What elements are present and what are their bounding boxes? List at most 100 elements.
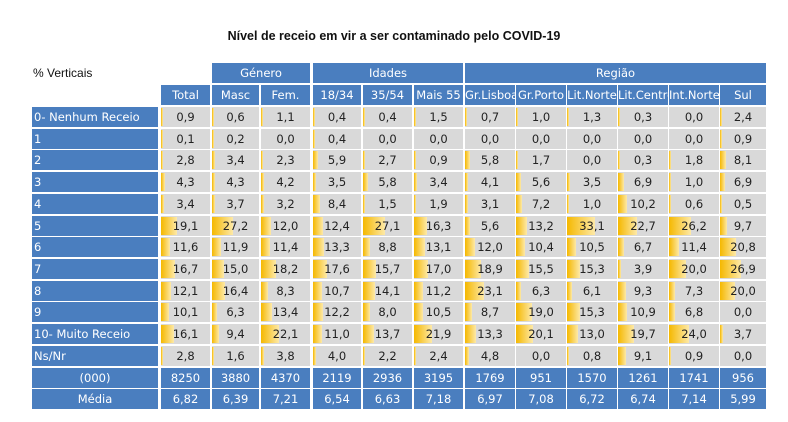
footer-cell: 6,63 xyxy=(363,389,412,409)
data-cell: 6,9 xyxy=(720,172,766,192)
data-bar xyxy=(516,195,522,213)
data-cell: 11,2 xyxy=(414,281,463,301)
data-cell: 10,4 xyxy=(516,237,566,257)
data-bar xyxy=(618,108,620,126)
footer-cell: 2936 xyxy=(363,368,412,388)
footer-cell: 3880 xyxy=(212,368,259,388)
data-bar xyxy=(618,303,628,321)
data-cell: 0,0 xyxy=(567,129,617,149)
data-bar xyxy=(212,195,215,213)
data-cell: 0,4 xyxy=(313,129,361,149)
data-bar xyxy=(313,195,320,213)
data-bar xyxy=(313,325,322,343)
data-cell: 19,1 xyxy=(161,216,210,236)
data-cell: 2,4 xyxy=(720,107,766,127)
data-bar xyxy=(261,325,280,343)
data-cell: 10,5 xyxy=(414,302,463,322)
data-cell: 0,0 xyxy=(363,129,412,149)
data-bar xyxy=(516,282,522,300)
data-bar xyxy=(363,260,376,278)
data-cell: 20,1 xyxy=(516,324,566,344)
data-cell: 12,2 xyxy=(313,302,361,322)
data-cell: 0,9 xyxy=(414,150,463,170)
data-bar xyxy=(161,173,165,191)
row-label: 8 xyxy=(32,281,158,301)
data-cell: 9,7 xyxy=(720,216,766,236)
data-cell: 12,4 xyxy=(313,216,361,236)
data-cell: 11,4 xyxy=(261,237,310,257)
data-bar xyxy=(313,173,316,191)
data-bar xyxy=(465,282,485,300)
data-bar xyxy=(669,347,671,365)
data-bar xyxy=(567,217,595,235)
data-bar xyxy=(567,173,570,191)
data-bar xyxy=(669,282,676,300)
data-bar xyxy=(669,260,686,278)
data-bar xyxy=(414,347,416,365)
data-cell: 5,8 xyxy=(465,150,515,170)
data-cell: 1,1 xyxy=(261,107,310,127)
data-cell: 8,4 xyxy=(313,194,361,214)
data-bar xyxy=(261,151,263,169)
data-cell: 15,3 xyxy=(567,259,617,279)
data-bar xyxy=(465,173,469,191)
data-bar xyxy=(720,260,741,278)
data-cell: 16,1 xyxy=(161,324,210,344)
data-bar xyxy=(161,217,177,235)
data-cell: 0,0 xyxy=(618,129,668,149)
data-cell: 2,2 xyxy=(363,346,412,366)
data-bar xyxy=(363,173,368,191)
data-bar xyxy=(261,347,265,365)
data-cell: 4,1 xyxy=(465,172,515,192)
data-cell: 4,8 xyxy=(465,346,515,366)
data-cell: 26,2 xyxy=(669,216,719,236)
data-cell: 0,0 xyxy=(720,346,766,366)
row-label: 7 xyxy=(32,259,158,279)
data-cell: 7,3 xyxy=(669,281,719,301)
footer-cell: 8250 xyxy=(161,368,210,388)
data-bar xyxy=(465,195,468,213)
data-bar xyxy=(618,217,637,235)
footer-cell: 6,39 xyxy=(212,389,259,409)
column-header: Lit.Norte xyxy=(567,85,617,105)
data-bar xyxy=(618,151,620,169)
footer-cell: 7,21 xyxy=(261,389,310,409)
data-cell: 3,4 xyxy=(414,172,463,192)
data-bar xyxy=(567,303,580,321)
data-cell: 0,1 xyxy=(161,129,210,149)
data-bar xyxy=(669,303,675,321)
data-bar xyxy=(414,260,428,278)
column-header: Total xyxy=(161,85,210,105)
data-cell: 3,5 xyxy=(313,172,361,192)
data-cell: 24,0 xyxy=(669,324,719,344)
footer-cell: 951 xyxy=(516,368,566,388)
data-cell: 0,4 xyxy=(363,107,412,127)
data-bar xyxy=(669,325,689,343)
column-header: Masc xyxy=(212,85,259,105)
data-bar xyxy=(313,347,317,365)
data-cell: 4,3 xyxy=(212,172,259,192)
footer-cell: 3195 xyxy=(414,368,463,388)
data-bar xyxy=(618,173,624,191)
footer-cell: 6,72 xyxy=(567,389,617,409)
data-bar xyxy=(567,347,569,365)
data-cell: 22,7 xyxy=(618,216,668,236)
data-bar xyxy=(161,303,170,321)
data-cell: 21,9 xyxy=(414,324,463,344)
data-cell: 13,7 xyxy=(363,324,412,344)
row-label: 4 xyxy=(32,194,158,214)
data-cell: 0,7 xyxy=(465,107,515,127)
data-bar xyxy=(313,303,323,321)
data-cell: 0,3 xyxy=(618,150,668,170)
data-bar xyxy=(212,238,222,256)
footer-cell: 6,54 xyxy=(313,389,361,409)
footer-cell: 7,14 xyxy=(669,389,719,409)
data-cell: 0,5 xyxy=(720,194,766,214)
data-cell: 6,1 xyxy=(567,281,617,301)
data-cell: 13,4 xyxy=(261,302,310,322)
data-cell: 1,7 xyxy=(516,150,566,170)
data-cell: 3,8 xyxy=(261,346,310,366)
data-bar xyxy=(465,151,470,169)
data-cell: 20,0 xyxy=(720,281,766,301)
data-bar xyxy=(618,195,627,213)
